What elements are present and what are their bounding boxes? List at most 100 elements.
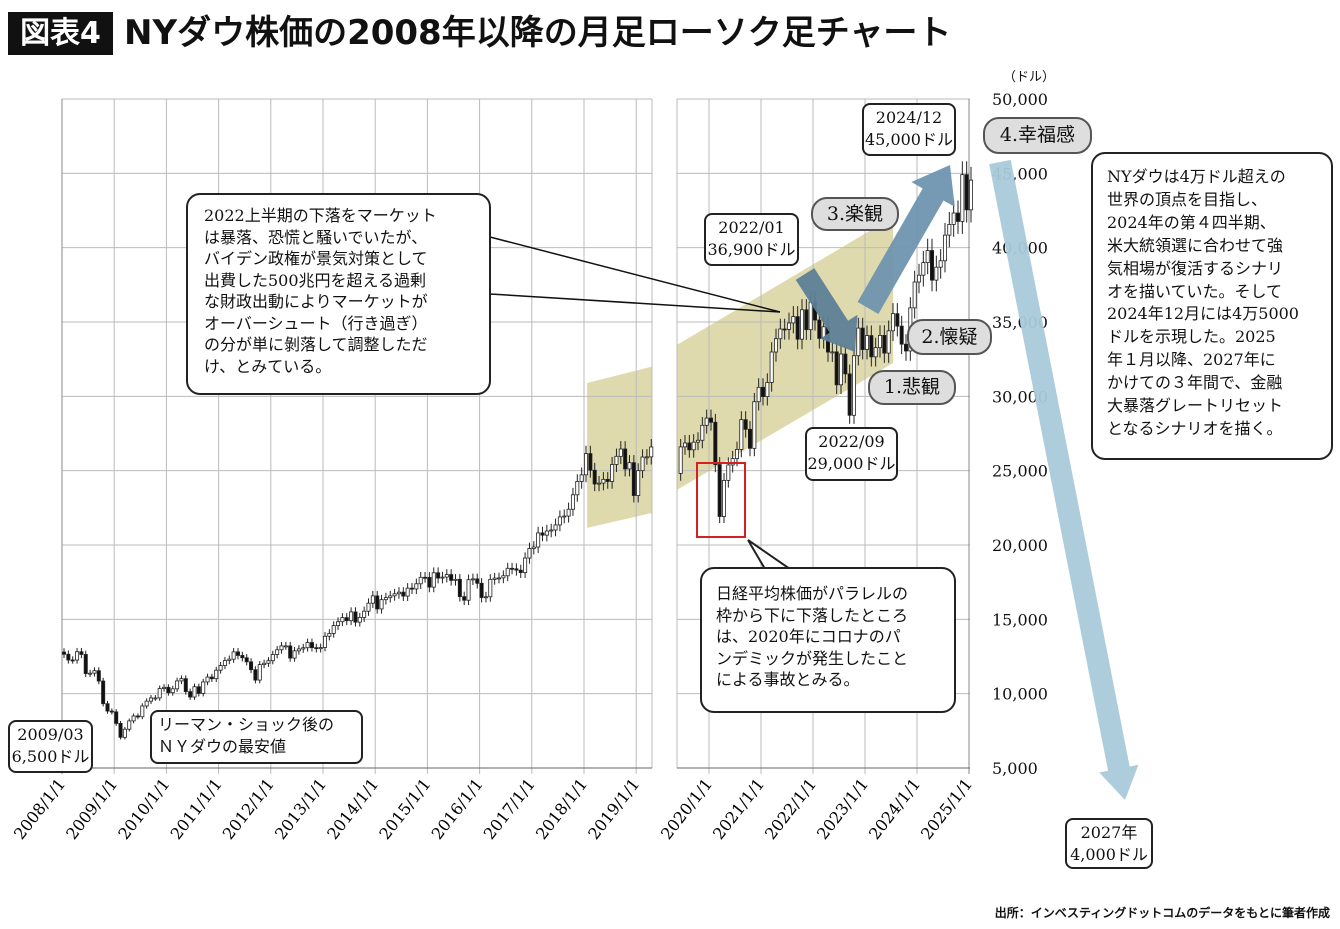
callout-2022-line: 2022上半期の下落をマーケット xyxy=(204,206,437,225)
callout-scenario-line: 米大統領選に合わせて強 xyxy=(1107,235,1284,255)
candle-body xyxy=(856,327,861,357)
candle-body xyxy=(921,262,926,276)
candle-body xyxy=(231,651,236,660)
candle-body xyxy=(540,532,545,536)
callout-covid-line: ンデミックが発生したこと xyxy=(716,648,909,668)
candle-body xyxy=(240,655,245,659)
figure-label: 図表4 xyxy=(8,12,113,55)
candle-body xyxy=(135,715,140,718)
callout-scenario-line: 気相場が復活するシナリ xyxy=(1107,258,1284,278)
candle-body xyxy=(370,595,375,604)
candle-body xyxy=(379,599,384,610)
candle-body xyxy=(804,309,809,331)
candle-body xyxy=(153,697,158,700)
callout-2022-line: け、とみている。 xyxy=(204,356,332,376)
candle-body xyxy=(175,680,180,690)
x-tick-label: 2013/1/1 xyxy=(271,775,330,843)
candle-body xyxy=(75,651,80,661)
candle-body xyxy=(627,462,632,470)
candle-body xyxy=(292,650,297,659)
candle-body xyxy=(830,351,835,354)
covid-callout-tail xyxy=(747,539,794,570)
candle-body xyxy=(865,335,870,350)
candle-body xyxy=(882,335,887,354)
candle-body xyxy=(899,325,904,345)
candle-body xyxy=(912,281,917,309)
candle-body xyxy=(579,474,584,482)
candle-body xyxy=(726,464,731,481)
peak-2022-line: 36,900ドル xyxy=(707,240,796,259)
candle-body xyxy=(623,448,628,470)
candle-body xyxy=(597,482,602,485)
candle-body xyxy=(488,579,493,598)
candle-body xyxy=(92,670,97,674)
candle-body xyxy=(800,309,805,340)
candle-body xyxy=(769,351,774,383)
candle-body xyxy=(618,448,623,457)
candle-body xyxy=(852,355,857,416)
candle-body xyxy=(262,662,267,666)
callout-scenario-line: 年１月以降、2027年に xyxy=(1107,350,1276,370)
candle-body xyxy=(401,591,406,597)
x-tick-label: 2019/1/1 xyxy=(584,775,643,843)
candle-body xyxy=(640,456,645,472)
callout-2022-line: な財政出動によりマーケットが xyxy=(204,292,428,311)
stage-1-pessimism: 1.悲観 xyxy=(868,370,956,405)
candle-body xyxy=(383,597,388,601)
callout-scenario-line: ドルを示現した。2025 xyxy=(1107,327,1276,347)
candle-body xyxy=(518,569,523,574)
candle-body xyxy=(843,353,848,375)
candle-body xyxy=(808,301,813,331)
x-tick-label: 2015/1/1 xyxy=(375,775,434,843)
candle-body xyxy=(730,458,735,466)
x-tick-label: 2010/1/1 xyxy=(114,775,173,843)
candle-body xyxy=(209,676,214,680)
peak-2024-line: 45,000ドル xyxy=(865,130,953,149)
candle-body xyxy=(66,653,71,661)
candle-body xyxy=(170,688,175,694)
candle-body xyxy=(327,632,332,637)
candle-body xyxy=(62,651,67,655)
candle-body xyxy=(584,453,589,476)
y-tick-label: 20,000 xyxy=(992,536,1048,555)
candle-body xyxy=(644,456,649,459)
candle-body xyxy=(778,328,783,340)
candle-body xyxy=(505,567,510,577)
candle-body xyxy=(357,617,362,623)
y-axis-unit: （ドル） xyxy=(1003,70,1056,85)
candle-body xyxy=(305,642,310,649)
candle-body xyxy=(943,234,948,262)
lehman-line: ＮＹダウの最安値 xyxy=(158,737,287,756)
candle-body xyxy=(144,700,149,707)
candle-body xyxy=(279,645,284,651)
candle-body xyxy=(631,462,636,496)
candle-body xyxy=(336,621,341,626)
callout-covid-line: 枠から下に下落したところ xyxy=(716,605,909,625)
candle-body xyxy=(964,174,969,211)
peak-2022-line: 2022/01 xyxy=(718,218,785,237)
annotation-graphics xyxy=(489,159,1139,801)
candle-body xyxy=(288,645,293,659)
candle-body xyxy=(956,212,961,222)
candle-body xyxy=(366,602,371,612)
candle-body xyxy=(340,617,345,623)
candle-body xyxy=(114,711,119,724)
candle-body xyxy=(270,654,275,662)
candle-body xyxy=(917,274,922,283)
callout-2022-tail xyxy=(489,293,781,313)
candle-body xyxy=(331,625,336,634)
candle-body xyxy=(601,478,606,484)
candle-body xyxy=(834,351,839,386)
candle-body xyxy=(127,720,132,730)
candle-body xyxy=(322,635,327,648)
callout-scenario-line: 大暴落グレートリセット xyxy=(1107,396,1284,416)
candle-body xyxy=(566,508,571,517)
candles xyxy=(62,161,974,740)
x-tick-label: 2020/1/1 xyxy=(657,775,716,843)
y-tick-label: 10,000 xyxy=(992,685,1048,704)
candle-body xyxy=(531,546,536,549)
candle-body xyxy=(453,578,458,581)
candle-body xyxy=(636,470,641,496)
candle-body xyxy=(140,705,145,718)
